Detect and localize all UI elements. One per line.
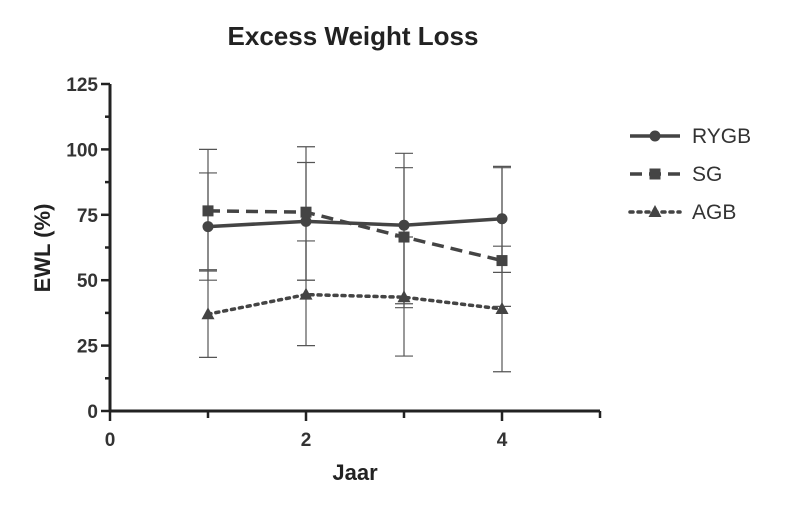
point-agb [397,290,411,303]
point-rygb [300,215,312,227]
y-tick-label: 50 [77,271,98,292]
legend-marker-agb [648,205,662,217]
y-tick-label: 75 [77,206,99,227]
y-tick-label: 0 [87,402,98,423]
legend: RYGB SG AGB [628,125,751,224]
chart-title: Excess Weight Loss [228,21,479,51]
y-tick-label: 125 [66,75,98,96]
point-sg [496,255,508,267]
y-tick-label: 100 [66,140,98,161]
series-line-sg [207,209,503,263]
legend-label-rygb: RYGB [692,125,751,148]
series-line-agb [206,292,504,316]
point-rygb [398,219,410,231]
point-sg [300,206,312,218]
x-tick-label: 4 [497,430,508,451]
y-axis-label: EWL (%) [30,204,55,293]
point-agb [495,301,509,314]
x-tick-label: 2 [301,430,312,451]
point-rygb [496,213,508,225]
point-rygb [202,221,214,233]
point-sg [398,231,410,243]
point-agb [299,287,313,300]
legend-label-sg: SG [692,163,722,186]
point-agb [201,307,215,320]
error-bars [199,146,511,373]
series-line-rygb [207,216,503,229]
point-sg [202,205,214,217]
axes: 0 25 50 75 100 125 0 2 4 [66,75,602,451]
legend-marker-sg [649,168,661,180]
legend-marker-rygb [649,130,661,142]
markers [201,205,509,320]
y-tick-label: 25 [77,337,99,358]
x-axis-label: Jaar [332,460,378,485]
x-tick-label: 0 [105,430,116,451]
legend-label-agb: AGB [692,201,736,224]
series-lines [206,209,504,316]
